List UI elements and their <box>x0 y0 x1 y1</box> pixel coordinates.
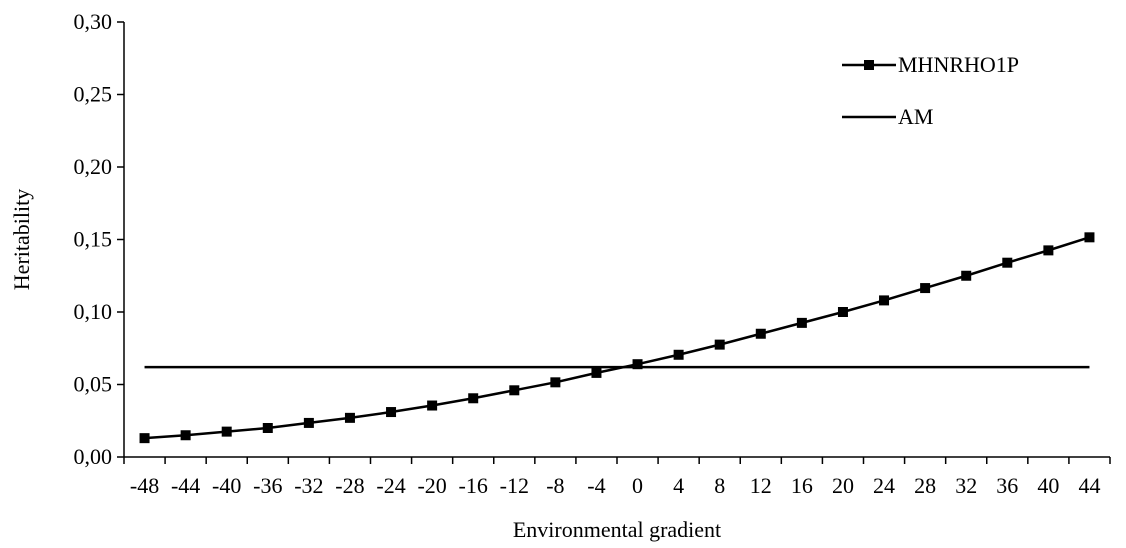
data-point <box>920 283 931 294</box>
data-point <box>344 412 355 423</box>
x-tick-label: -8 <box>546 473 564 498</box>
y-tick-label: 0,05 <box>74 372 113 397</box>
x-tick-label: -28 <box>335 473 364 498</box>
series-layer <box>139 232 1095 444</box>
data-point <box>262 423 273 433</box>
data-point <box>755 328 766 339</box>
x-tick-label: -24 <box>376 473 405 498</box>
x-tick-label: 40 <box>1037 473 1059 498</box>
data-point <box>837 307 848 317</box>
axes <box>123 22 1110 458</box>
data-point <box>303 417 314 428</box>
legend-item: AM <box>842 104 933 129</box>
y-tick-label: 0,25 <box>74 82 113 107</box>
data-point <box>673 349 684 360</box>
data-point <box>550 377 561 388</box>
ticks: 0,000,050,100,150,200,250,30-48 -44 -40 -36… <box>74 9 1111 498</box>
x-tick-label: -20 <box>417 473 446 498</box>
data-point <box>386 407 397 418</box>
data-point <box>591 367 602 378</box>
legend-label: MHNRHO1P <box>898 52 1019 77</box>
x-tick-label: -48 <box>130 473 159 498</box>
x-tick-label: 12 <box>750 473 772 498</box>
data-point <box>139 433 150 444</box>
legend-marker <box>864 60 874 70</box>
x-tick-label: -40 <box>212 473 241 498</box>
data-point <box>1084 232 1095 243</box>
data-point <box>961 270 972 281</box>
y-tick-label: 0,30 <box>74 9 113 34</box>
y-tick-label: 0,15 <box>74 227 113 252</box>
legend: MHNRHO1P AM <box>842 52 1019 129</box>
x-tick-label: -4 <box>587 473 605 498</box>
x-tick-label: 44 <box>1078 473 1100 498</box>
data-point <box>632 359 643 370</box>
y-tick-label: 0,10 <box>74 299 113 324</box>
x-tick-label: 8 <box>714 473 725 498</box>
data-point <box>221 426 232 437</box>
x-tick-label: 28 <box>914 473 936 498</box>
x-tick-label: 16 <box>791 473 813 498</box>
x-tick-label: 32 <box>955 473 977 498</box>
x-tick-label: -44 <box>171 473 200 498</box>
x-tick-label: 0 <box>632 473 643 498</box>
x-tick-label: -32 <box>294 473 323 498</box>
x-tick-label: -12 <box>500 473 529 498</box>
y-axis-title: Heritability <box>9 189 34 290</box>
y-tick-label: 0,20 <box>74 154 113 179</box>
x-tick-label: -16 <box>459 473 488 498</box>
x-tick-label: 4 <box>673 473 684 498</box>
data-point <box>714 339 725 350</box>
series-line <box>144 236 1090 440</box>
x-tick-label: 20 <box>832 473 854 498</box>
series-mhnrho1p <box>139 232 1095 444</box>
data-point <box>180 430 191 441</box>
data-point <box>468 393 479 404</box>
data-point <box>879 295 890 306</box>
legend-label: AM <box>898 104 933 129</box>
x-tick-label: 36 <box>996 473 1018 498</box>
legend-item: MHNRHO1P <box>842 52 1019 77</box>
data-point <box>1043 245 1054 256</box>
data-point <box>509 385 520 396</box>
data-point <box>796 317 807 328</box>
x-axis-title: Environmental gradient <box>513 517 721 542</box>
x-tick-label: 24 <box>873 473 895 498</box>
data-point <box>427 400 438 411</box>
data-point <box>1002 257 1013 268</box>
x-tick-label: -36 <box>253 473 282 498</box>
y-tick-label: 0,00 <box>74 444 113 469</box>
